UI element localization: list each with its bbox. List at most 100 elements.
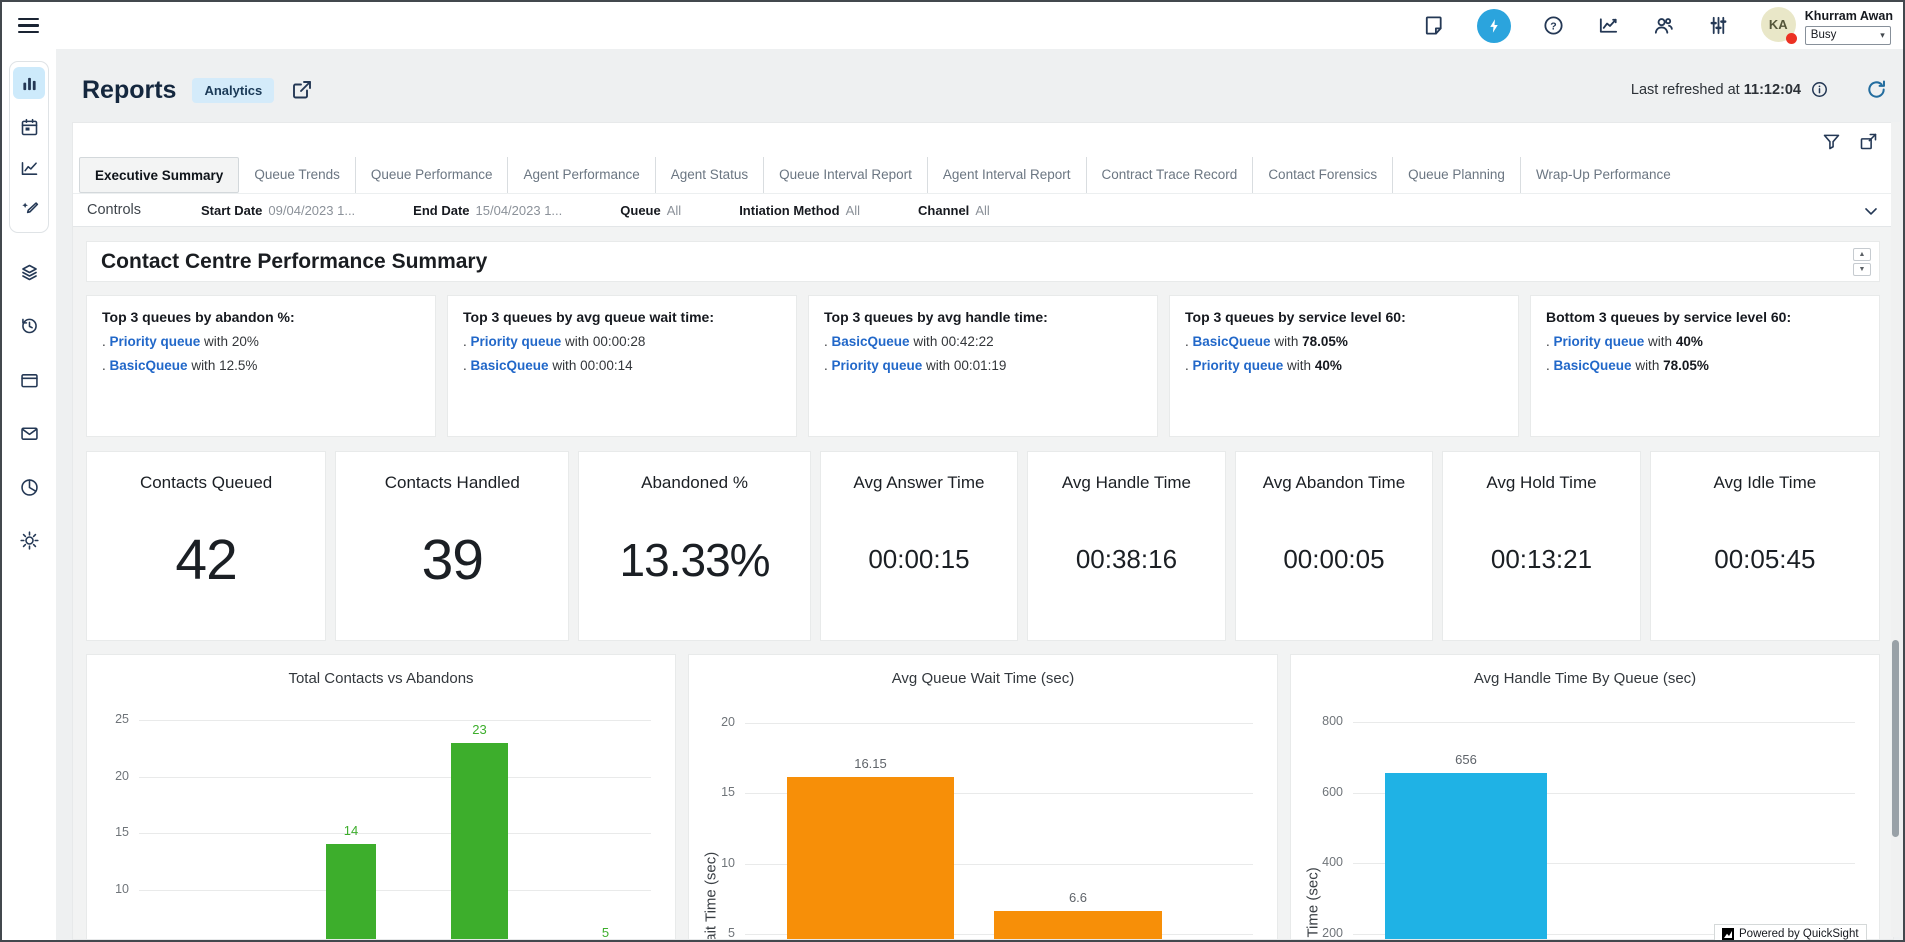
gridline	[745, 863, 1253, 865]
queue-link[interactable]: Priority queue	[109, 334, 201, 349]
summary-item: . Priority queue with 20%	[102, 334, 420, 349]
summary-item: . BasicQueue with 78.05%	[1185, 334, 1503, 349]
heading-spinner: ▲ ▼	[1853, 248, 1871, 276]
sidebar-item-design[interactable]	[13, 194, 45, 226]
queue-link[interactable]: Priority queue	[1192, 358, 1284, 373]
sidebar-item-window[interactable]	[13, 364, 45, 396]
status-dropdown[interactable]: Busy ▾	[1804, 25, 1891, 45]
queue-link[interactable]: Priority queue	[831, 358, 923, 373]
tab-executive-summary[interactable]: Executive Summary	[79, 157, 240, 193]
y-tick-label: 200	[1322, 926, 1343, 939]
sidebar-item-reports[interactable]	[13, 67, 45, 99]
gridline	[1353, 722, 1855, 724]
sidebar-item-pie[interactable]	[13, 471, 45, 503]
spinner-up-button[interactable]: ▲	[1853, 248, 1871, 261]
bar-656[interactable]	[1385, 772, 1547, 939]
line-chart-icon[interactable]	[1597, 14, 1621, 38]
filter-channel[interactable]: Channel All	[918, 203, 990, 218]
y-tick-label: 25	[115, 712, 129, 726]
agents-icon[interactable]	[1652, 14, 1676, 38]
sidebar-item-mail[interactable]	[13, 417, 45, 449]
connector-text: with	[909, 334, 942, 349]
tab-queue-trends[interactable]: Queue Trends	[254, 167, 340, 182]
controls-collapse-chevron-icon[interactable]	[1861, 201, 1881, 221]
summary-value: 78.05%	[1663, 358, 1709, 373]
queue-link[interactable]: BasicQueue	[1192, 334, 1271, 349]
connector-text: with	[1644, 334, 1676, 349]
help-icon[interactable]: ?	[1542, 14, 1566, 38]
sidebar-item-settings[interactable]	[13, 524, 45, 556]
external-link-icon[interactable]	[290, 78, 314, 102]
filter-value: 15/04/2023 1...	[475, 202, 563, 218]
kpi-label: Abandoned %	[641, 473, 748, 492]
tab-agent-performance[interactable]: Agent Performance	[507, 157, 654, 193]
bullet: .	[102, 334, 110, 349]
summary-value: 20%	[231, 334, 259, 349]
queue-link[interactable]: Priority queue	[470, 334, 562, 349]
summary-value: 00:00:14	[580, 358, 633, 373]
hamburger-menu-icon[interactable]	[18, 13, 44, 39]
summary-item: . Priority queue with 00:00:28	[463, 334, 781, 349]
tab-contact-forensics[interactable]: Contact Forensics	[1252, 157, 1392, 193]
gridline	[1353, 792, 1855, 794]
assistant-bolt-icon[interactable]	[1476, 8, 1511, 43]
summary-card-title: Top 3 queues by abandon %:	[102, 309, 295, 325]
connector-text: with	[1631, 358, 1664, 373]
filter-queue[interactable]: Queue All	[620, 203, 681, 218]
summary-card-top-3-queues-by-abandon: Top 3 queues by abandon %:. Priority que…	[86, 295, 436, 437]
queue-link[interactable]: BasicQueue	[109, 358, 188, 373]
queue-link[interactable]: BasicQueue	[1553, 358, 1632, 373]
tab-contract-trace-record[interactable]: Contract Trace Record	[1085, 157, 1253, 193]
filter-funnel-icon[interactable]	[1821, 131, 1842, 152]
tab-queue-interval-report[interactable]: Queue Interval Report	[763, 157, 927, 193]
sidebar-item-trends[interactable]	[13, 152, 45, 184]
status-dot	[1785, 32, 1797, 44]
analytics-badge: Analytics	[192, 77, 275, 103]
bullet: .	[463, 334, 471, 349]
controls-label: Controls	[87, 202, 141, 218]
notes-icon[interactable]	[1422, 14, 1446, 38]
trend-line-icon	[21, 161, 37, 175]
last-refreshed-time: 11:12:04	[1743, 82, 1801, 98]
queue-link[interactable]: BasicQueue	[470, 358, 549, 373]
tab-queue-planning[interactable]: Queue Planning	[1392, 157, 1520, 193]
report-tabs: Executive Summary Queue Trends Queue Perfo…	[73, 153, 1893, 194]
info-icon[interactable]	[1810, 80, 1830, 100]
bullet: .	[1546, 358, 1554, 373]
bar-23[interactable]	[451, 742, 508, 939]
spinner-down-button[interactable]: ▼	[1853, 263, 1871, 276]
filter-label: End Date	[413, 202, 470, 218]
bar-value-label: 4	[178, 936, 268, 939]
avatar[interactable]: KA	[1760, 6, 1797, 44]
summary-value: 00:00:28	[592, 334, 646, 349]
scrollbar-thumb[interactable]	[1892, 640, 1899, 837]
tab-agent-interval-report[interactable]: Agent Interval Report	[926, 157, 1086, 193]
page-header: Reports Analytics Last refreshed at 11:1…	[82, 67, 1889, 113]
sidebar-item-schedule[interactable]	[13, 111, 45, 143]
page-scrollbar[interactable]	[1891, 122, 1900, 937]
connector-text: with	[187, 358, 220, 373]
filter-intiation-method[interactable]: Intiation Method All	[739, 203, 860, 218]
dashboard-content: Contact Centre Performance Summary ▲ ▼ T…	[73, 227, 1893, 939]
tab-queue-performance[interactable]: Queue Performance	[354, 157, 508, 193]
refresh-icon[interactable]	[1865, 78, 1889, 102]
bar-16.15[interactable]	[787, 776, 954, 939]
sidebar-item-layers[interactable]	[13, 256, 45, 288]
preferences-icon[interactable]	[1707, 14, 1731, 38]
kpi-label: Avg Idle Time	[1713, 473, 1817, 492]
bar-14[interactable]	[326, 844, 376, 939]
expand-icon[interactable]	[1858, 131, 1879, 152]
queue-link[interactable]: BasicQueue	[831, 334, 910, 349]
filter-start-date[interactable]: Start Date 09/04/2023 1...	[201, 203, 355, 218]
bar-6.6[interactable]	[994, 911, 1162, 939]
filter-end-date[interactable]: End Date 15/04/2023 1...	[413, 203, 562, 218]
summary-card-title: Top 3 queues by service level 60:	[1185, 309, 1406, 325]
sidebar-item-history[interactable]	[13, 309, 45, 341]
bar-value-label: 23	[472, 721, 487, 737]
tab-agent-status[interactable]: Agent Status	[654, 157, 763, 193]
tab-wrap-up-performance[interactable]: Wrap-Up Performance	[1519, 157, 1686, 193]
y-axis-label: Avg Handle Time (sec)	[1305, 867, 1322, 939]
queue-link[interactable]: Priority queue	[1553, 334, 1645, 349]
y-tick-label: 10	[721, 855, 735, 870]
report-panel: Executive Summary Queue Trends Queue Perfo…	[72, 122, 1894, 940]
